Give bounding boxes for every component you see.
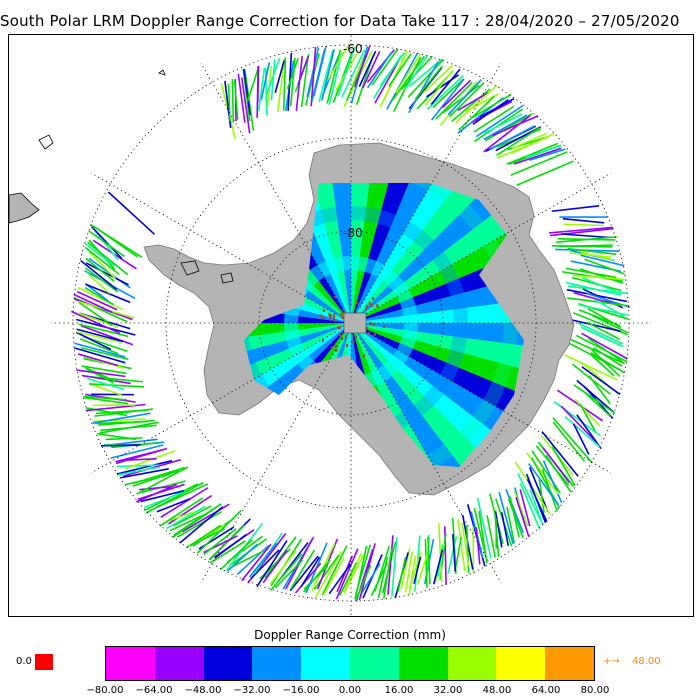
colorbar-tick: 32.00 bbox=[433, 685, 463, 696]
colorbar-segment bbox=[252, 647, 302, 680]
colorbar-segment bbox=[447, 647, 497, 680]
colorbar-title: Doppler Range Correction (mm) bbox=[254, 628, 446, 642]
colorbar-segment bbox=[301, 647, 350, 680]
colorbar-segment bbox=[496, 647, 546, 680]
colorbar-tick: −16.00 bbox=[282, 685, 320, 696]
below-range-label: 0.0 bbox=[16, 656, 32, 667]
colorbar-tick: 80.00 bbox=[580, 685, 610, 696]
colorbar-tick: −64.00 bbox=[135, 685, 173, 696]
outer-track-ring bbox=[70, 45, 631, 602]
colorbar-segment bbox=[154, 647, 204, 680]
lat-label-80: -80 bbox=[343, 226, 363, 240]
polar-map: -60 -80 bbox=[9, 35, 651, 616]
colorbar-tick: −80.00 bbox=[86, 685, 124, 696]
graticule bbox=[51, 35, 651, 616]
pole-hole bbox=[343, 312, 367, 334]
peninsula-islands bbox=[9, 69, 234, 284]
colorbar-segment bbox=[398, 647, 448, 680]
colorbar-tick: 16.00 bbox=[384, 685, 414, 696]
lat-label-60: -60 bbox=[343, 42, 363, 56]
colorbar bbox=[105, 646, 595, 681]
colorbar-tick: −48.00 bbox=[184, 685, 222, 696]
colorbar-segment bbox=[545, 647, 594, 680]
colorbar-tick: 0.00 bbox=[338, 685, 362, 696]
above-range-arrow: +→ bbox=[603, 656, 620, 667]
below-range-swatch bbox=[35, 654, 53, 670]
colorbar-segment bbox=[349, 647, 399, 680]
above-range-label: 48.00 bbox=[632, 656, 661, 667]
colorbar-tick: −32.00 bbox=[233, 685, 271, 696]
colorbar-tick: 64.00 bbox=[531, 685, 561, 696]
colorbar-tick: 48.00 bbox=[482, 685, 512, 696]
colorbar-segment bbox=[203, 647, 253, 680]
colorbar-segment bbox=[106, 647, 155, 680]
map-panel: -60 -80 bbox=[8, 34, 694, 617]
map-title: South Polar LRM Doppler Range Correction… bbox=[0, 12, 680, 30]
